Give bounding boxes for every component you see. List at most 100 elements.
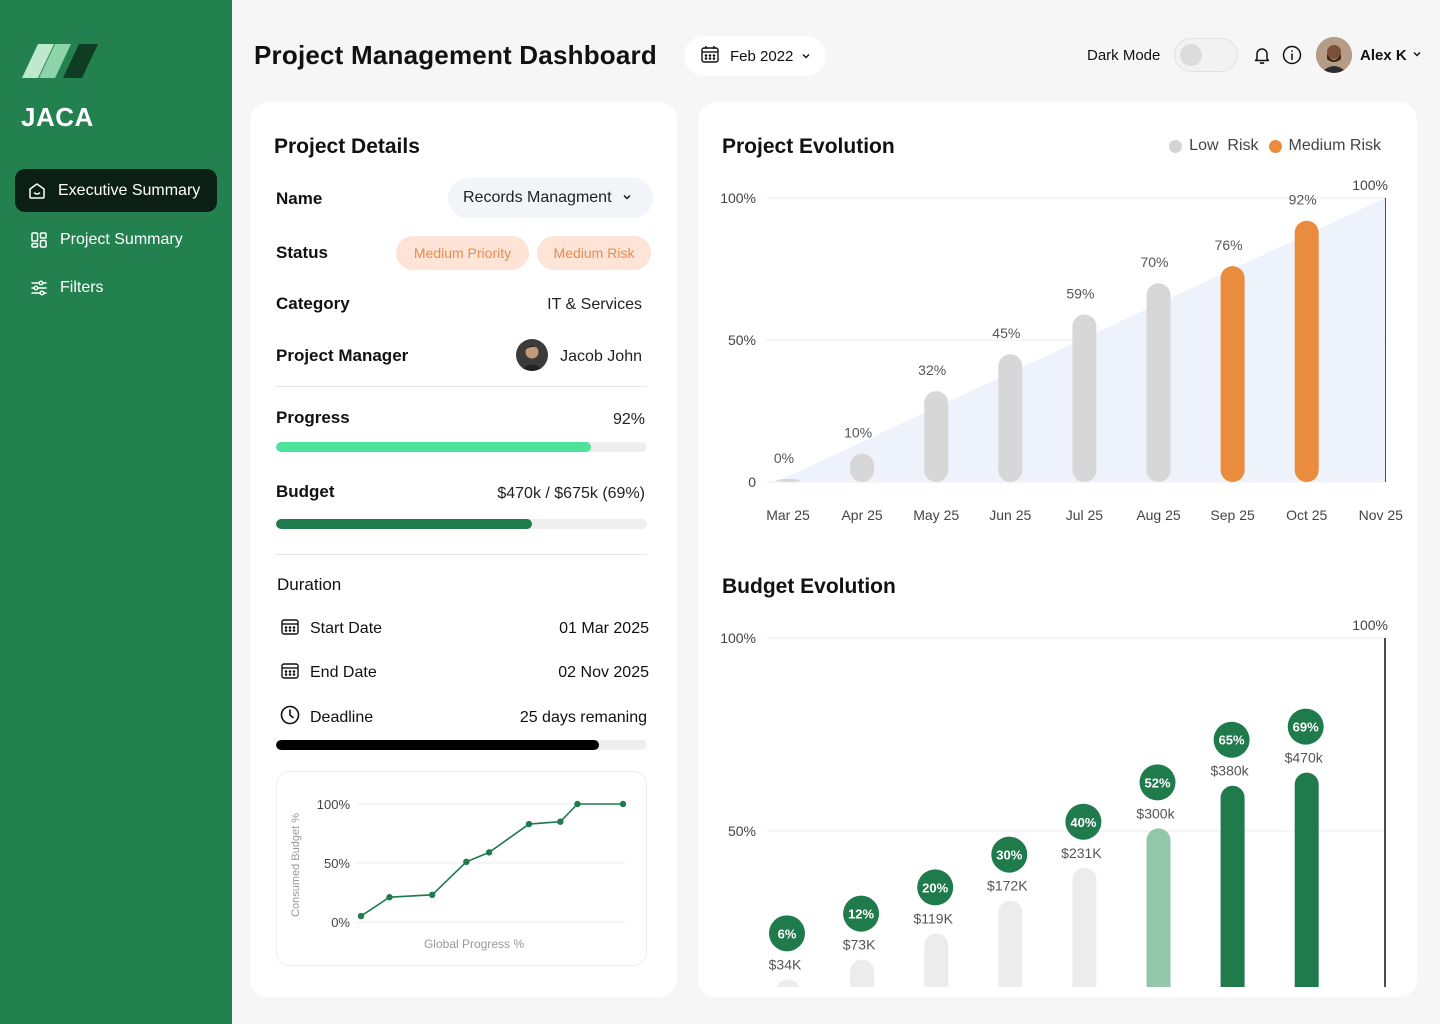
user-menu[interactable]: Alex K (1316, 37, 1422, 73)
bar (776, 479, 800, 482)
bar (1072, 314, 1097, 482)
x-tick-label: Aug 25 (1136, 507, 1181, 523)
x-tick-label: Apr 25 (841, 507, 882, 523)
progress-bar-fill (276, 442, 592, 452)
y-tick-label: 50% (728, 823, 756, 839)
data-point (574, 800, 581, 808)
calendar-icon (280, 616, 300, 641)
project-manager-label: Project Manager (276, 346, 409, 365)
progress-label: Progress (276, 408, 350, 427)
percent-bubble (769, 915, 805, 952)
deadline-label: Deadline (310, 708, 374, 726)
bar (1294, 220, 1319, 482)
bar (1220, 266, 1245, 482)
bar (1294, 772, 1319, 987)
priority-badge: Medium Priority (396, 236, 529, 270)
y-tick-label: 0% (331, 915, 350, 930)
percent-bubble (917, 869, 954, 906)
data-point (557, 818, 564, 825)
brand-name: JACA (21, 102, 94, 132)
percent-bubble (1213, 721, 1250, 758)
percent-bubble (843, 895, 880, 932)
percent-bubble (991, 836, 1028, 873)
logo-icon (22, 44, 98, 78)
data-label: 45% (992, 325, 1020, 341)
project-details-card: Project Details Name Records Managment S… (250, 102, 677, 997)
x-tick-label: Mar 25 (766, 507, 810, 523)
clock-icon (280, 705, 300, 730)
amount-label: $73K (843, 937, 876, 953)
budget-bar (276, 519, 647, 529)
y-tick-label: 0 (748, 474, 756, 490)
x-tick-label: Oct 25 (1286, 507, 1327, 523)
amount-label: $380k (1211, 763, 1250, 779)
data-label: 92% (1289, 192, 1317, 208)
budget-evolution-title: Budget Evolution (722, 575, 896, 598)
project-manager-value: Jacob John (560, 348, 642, 365)
percent-label: 6% (778, 926, 797, 941)
info-icon[interactable] (1282, 45, 1302, 65)
chevron-down-icon (801, 48, 811, 65)
progress-bar (276, 442, 647, 452)
risk-badge: Medium Risk (537, 236, 651, 270)
percent-label: 20% (922, 880, 948, 895)
data-label: 59% (1066, 285, 1094, 301)
bar (998, 354, 1023, 482)
target-label: 100% (1352, 617, 1388, 633)
sidebar-item-label: Filters (60, 278, 104, 296)
data-label: 32% (918, 362, 946, 378)
legend-low-risk: Low Risk (1189, 137, 1259, 154)
legend-medium-risk: Medium Risk (1288, 137, 1381, 154)
start-date-row: Start Date 01 Mar 2025 (280, 616, 649, 641)
divider (276, 554, 647, 555)
y-tick-label: 100% (720, 630, 756, 646)
project-evolution-title: Project Evolution (722, 135, 895, 158)
x-tick-label: Sep 25 (1210, 507, 1255, 523)
deadline-bar-fill (276, 740, 599, 750)
progress-value: 92% (612, 411, 645, 428)
sidebar-item-executive-summary[interactable]: Executive Summary (15, 169, 217, 212)
user-name: Alex K (1360, 46, 1407, 64)
chevron-down-icon (1412, 46, 1422, 64)
target-label: 100% (1352, 177, 1388, 193)
bell-icon[interactable] (1252, 45, 1272, 65)
chevron-down-icon (622, 189, 632, 207)
duration-label: Duration (277, 575, 342, 594)
amount-label: $231K (1061, 845, 1102, 861)
bar (776, 979, 800, 987)
data-point (357, 912, 365, 920)
data-label: 76% (1215, 237, 1243, 253)
status-label: Status (276, 243, 328, 262)
page-title: Project Management Dashboard (254, 40, 657, 70)
percent-bubble (1065, 803, 1102, 840)
dark-mode-toggle[interactable] (1174, 38, 1238, 72)
sliders-icon (30, 279, 48, 297)
sidebar-item-filters[interactable]: Filters (15, 266, 217, 309)
bar (1146, 283, 1171, 482)
deadline-bar (276, 740, 647, 750)
evolution-card: Project Evolution Low Risk Medium Risk 1… (698, 102, 1417, 997)
x-tick-label: Nov 25 (1359, 507, 1404, 523)
sidebar-item-label: Project Summary (60, 230, 183, 248)
y-tick-label: 100% (720, 190, 756, 206)
data-point (386, 894, 393, 901)
amount-label: $470k (1285, 750, 1324, 766)
sidebar-item-project-summary[interactable]: Project Summary (15, 218, 217, 261)
grid-icon (30, 231, 48, 249)
bar (850, 959, 875, 987)
divider (276, 386, 647, 387)
bar (850, 453, 875, 482)
percent-bubble (1139, 764, 1176, 801)
avatar (1316, 37, 1352, 73)
start-date-value: 01 Mar 2025 (559, 619, 649, 637)
budget-bar-fill (276, 519, 532, 529)
amount-label: $300k (1136, 805, 1175, 821)
end-date-label: End Date (310, 663, 377, 681)
project-name-select[interactable]: Records Managment (448, 178, 653, 218)
date-picker[interactable]: Feb 2022 (684, 36, 826, 76)
sidebar: JACA Executive Summary Project Summary F… (0, 0, 232, 1024)
data-point (525, 820, 533, 828)
category-value: IT & Services (547, 296, 642, 313)
legend-low-risk-dot (1169, 139, 1183, 153)
